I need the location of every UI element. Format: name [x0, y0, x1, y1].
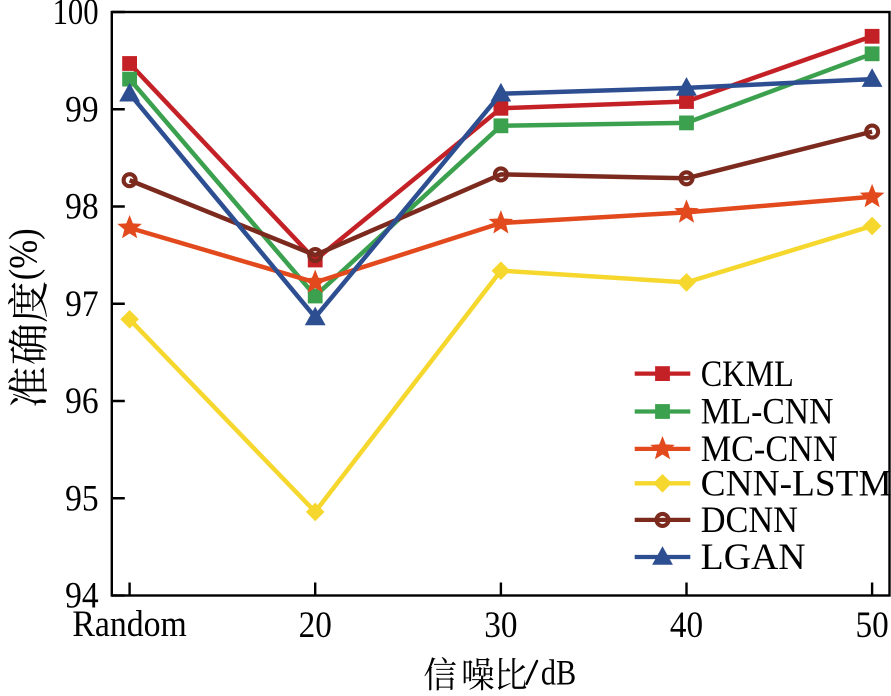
svg-text:CKML: CKML	[701, 353, 794, 394]
svg-text:100: 100	[53, 0, 99, 32]
svg-text:MC-CNN: MC-CNN	[701, 428, 838, 469]
svg-text:50: 50	[856, 604, 889, 645]
svg-text:Random: Random	[72, 603, 187, 644]
svg-text:98: 98	[65, 186, 99, 227]
svg-text:(%): (%)	[1, 228, 46, 280]
svg-text:96: 96	[65, 380, 99, 421]
svg-text:ML-CNN: ML-CNN	[701, 391, 834, 432]
svg-text:95: 95	[65, 477, 99, 518]
svg-text:CNN-LSTM: CNN-LSTM	[701, 463, 891, 504]
svg-text:LGAN: LGAN	[701, 536, 806, 577]
svg-text:40: 40	[670, 604, 703, 645]
svg-text:94: 94	[65, 575, 99, 616]
svg-text:97: 97	[65, 283, 99, 324]
svg-text:dB: dB	[541, 652, 576, 691]
svg-text:99: 99	[65, 88, 99, 129]
svg-text:30: 30	[484, 604, 517, 645]
svg-text:20: 20	[299, 604, 332, 645]
svg-text:DCNN: DCNN	[701, 499, 798, 540]
